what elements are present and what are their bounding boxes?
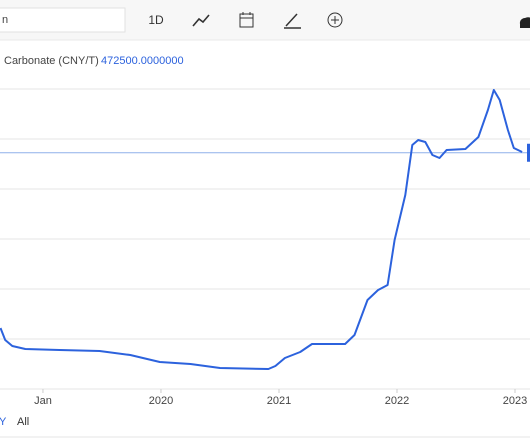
range-button[interactable]: Y <box>0 416 7 428</box>
legend-name: Carbonate (CNY/T) <box>4 55 99 67</box>
price-line <box>0 89 523 370</box>
range-button[interactable]: All <box>17 416 29 428</box>
chart-type-icon[interactable] <box>192 14 210 27</box>
search-input[interactable] <box>0 7 126 33</box>
current-value-marker <box>527 143 530 162</box>
x-tick-label: Jan <box>34 395 52 407</box>
calendar-icon[interactable] <box>239 12 254 28</box>
download-icon[interactable] <box>519 17 530 28</box>
add-icon[interactable] <box>327 12 343 28</box>
draw-icon[interactable] <box>284 13 301 29</box>
x-tick-label: 2021 <box>267 395 291 407</box>
x-tick-label: 2020 <box>149 395 173 407</box>
legend-value: 472500.0000000 <box>101 55 184 67</box>
x-tick-label: 2022 <box>385 395 409 407</box>
x-tick-label: 2023 <box>503 395 527 407</box>
interval-button[interactable]: 1D <box>148 13 164 27</box>
search-text: n <box>2 14 8 26</box>
